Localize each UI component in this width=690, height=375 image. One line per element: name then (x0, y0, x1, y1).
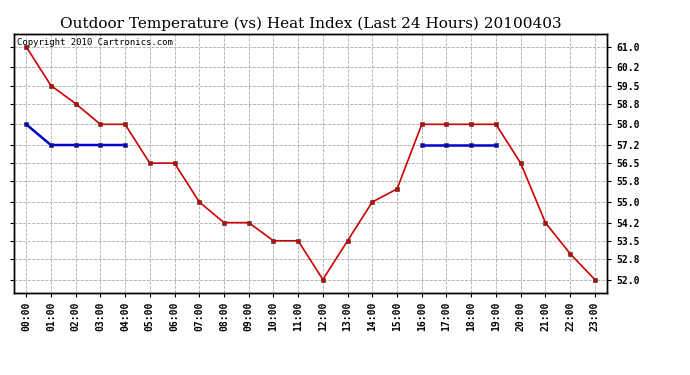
Title: Outdoor Temperature (vs) Heat Index (Last 24 Hours) 20100403: Outdoor Temperature (vs) Heat Index (Las… (60, 17, 561, 31)
Text: Copyright 2010 Cartronics.com: Copyright 2010 Cartronics.com (17, 38, 172, 46)
